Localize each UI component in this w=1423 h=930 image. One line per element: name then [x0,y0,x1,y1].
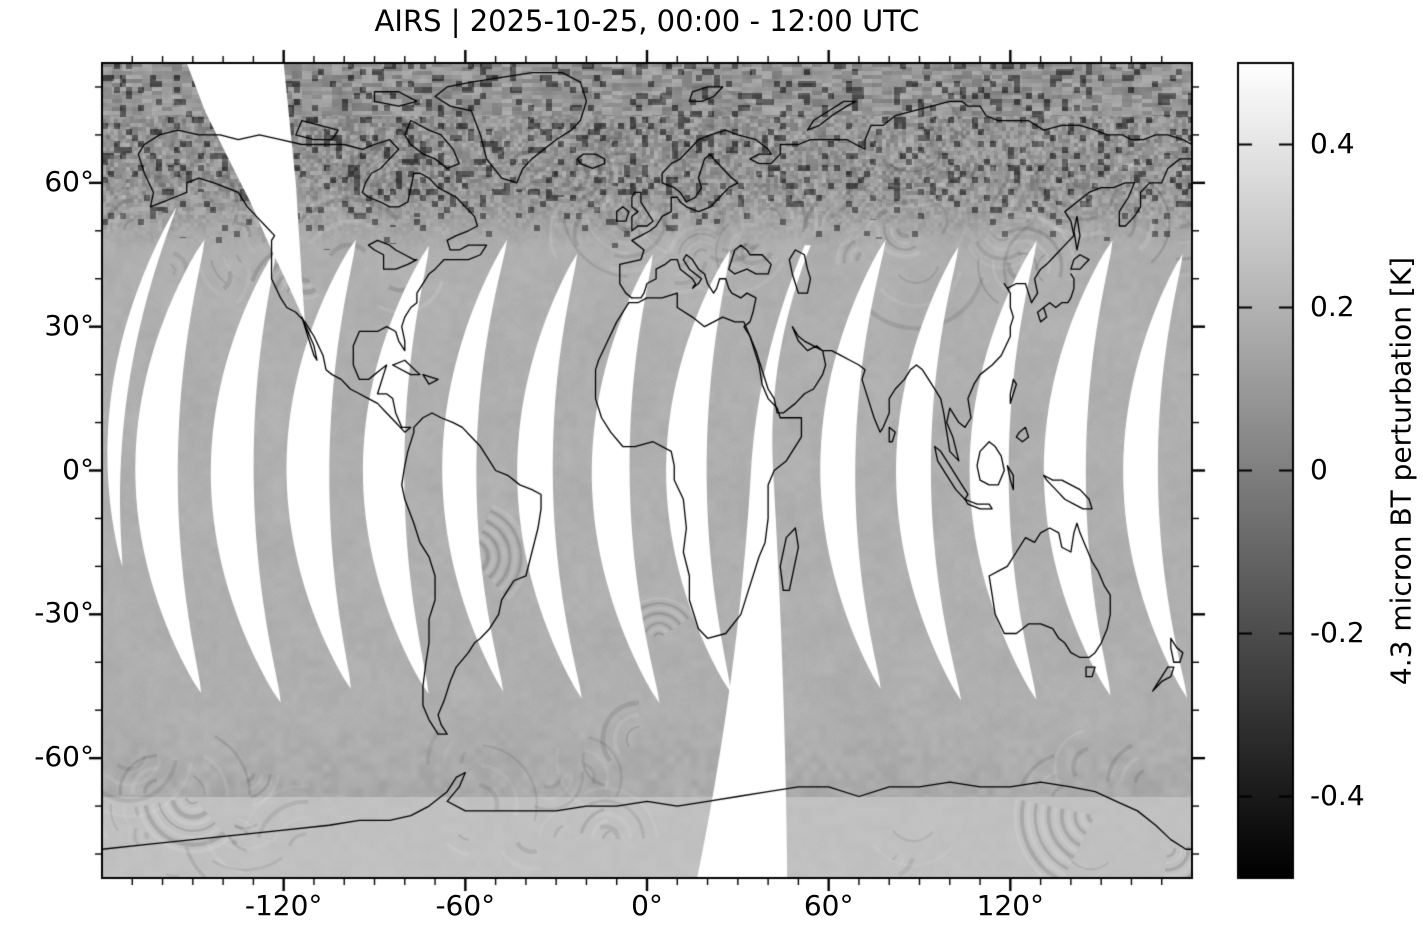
chart-title: AIRS | 2025-10-25, 00:00 - 12:00 UTC [374,4,920,38]
y-tick-label: 0° [62,452,94,486]
x-tick-label: 0° [631,889,663,922]
y-tick-label: -60° [34,740,94,774]
colorbar-tick-label: 0.4 [1310,126,1355,160]
y-tick-label: 30° [44,308,94,342]
x-tick-label: -120° [244,889,323,922]
colorbar-tick-label: 0 [1310,452,1328,486]
y-tick-label: -30° [34,596,94,630]
colorbar-axis-label: 4.3 micron BT perturbation [K] [1384,256,1418,685]
y-tick-label: 60° [44,164,94,198]
x-tick-label: -60° [435,889,496,922]
x-tick-label: 60° [803,889,854,922]
colorbar-tick-label: 0.2 [1310,289,1355,323]
colorbar-tick-label: -0.2 [1310,615,1365,649]
colorbar-tick-label: -0.4 [1310,778,1365,812]
x-tick-label: 120° [976,889,1045,922]
